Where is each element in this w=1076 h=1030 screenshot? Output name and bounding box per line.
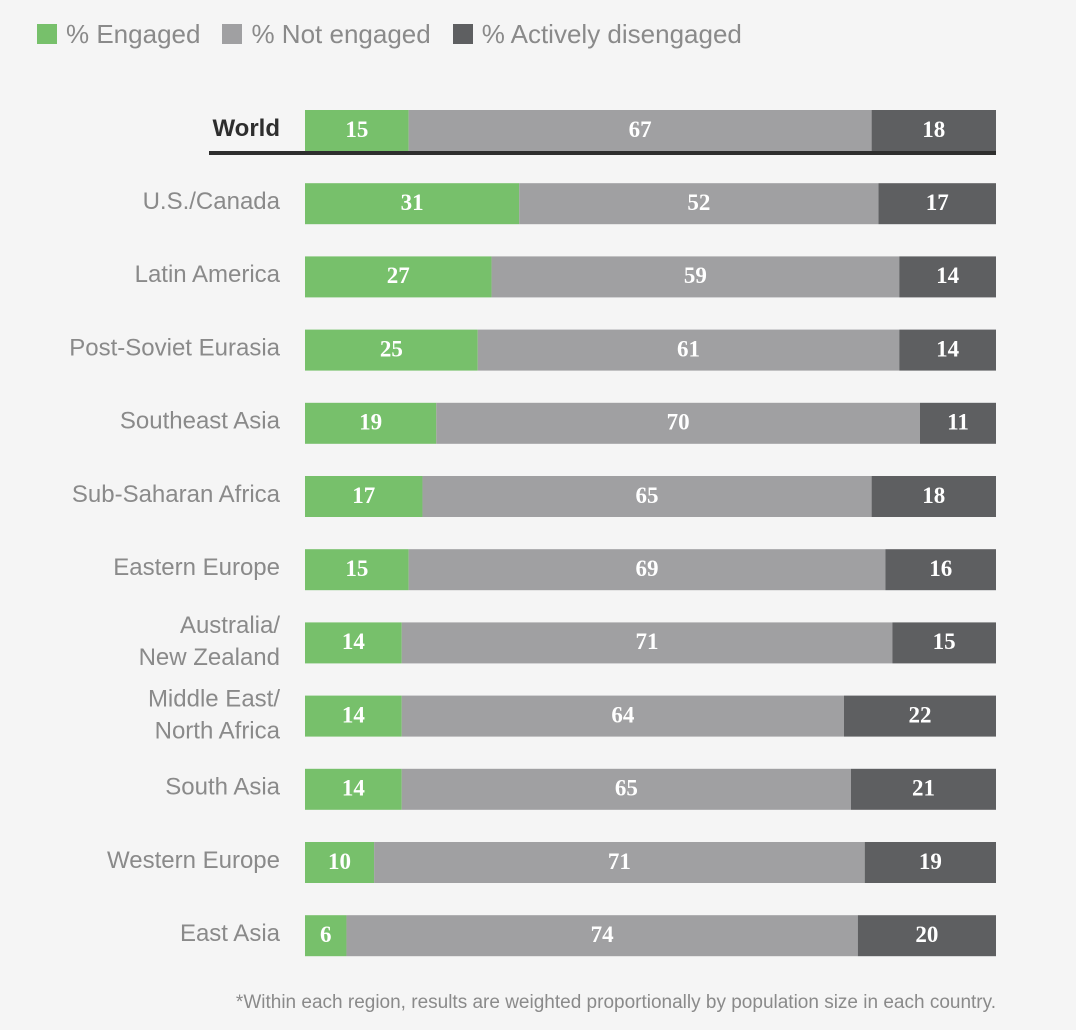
category-label-sub-saharan-africa: Sub-Saharan Africa <box>72 481 281 508</box>
bar-australia-new-zealand-engaged <box>305 622 402 664</box>
value-label-eastern-europe-engaged: 15 <box>345 556 368 581</box>
bar-eastern-europe-engaged <box>305 549 409 591</box>
value-label-post-soviet-eurasia-engaged: 25 <box>380 336 403 361</box>
value-label-u-s-canada-actively-disengaged: 17 <box>926 190 949 215</box>
value-label-middle-east-north-africa-engaged: 14 <box>342 702 366 727</box>
value-label-western-europe-actively-disengaged: 19 <box>919 849 942 874</box>
bar-u-s-canada-not-engaged <box>519 183 879 225</box>
bar-middle-east-north-africa-actively-disengaged <box>843 695 996 737</box>
bar-western-europe-engaged <box>305 842 375 883</box>
value-label-east-asia-engaged: 6 <box>320 922 332 947</box>
bar-east-asia-engaged <box>305 915 347 957</box>
value-label-southeast-asia-not-engaged: 70 <box>667 410 690 435</box>
bar-western-europe-not-engaged <box>374 842 865 883</box>
value-label-western-europe-engaged: 10 <box>328 849 351 874</box>
value-label-western-europe-not-engaged: 71 <box>608 849 631 874</box>
value-label-middle-east-north-africa-actively-disengaged: 22 <box>908 702 931 727</box>
bar-middle-east-north-africa-not-engaged <box>401 695 844 737</box>
bar-australia-new-zealand-not-engaged <box>401 622 893 664</box>
value-label-latin-america-not-engaged: 59 <box>684 263 707 288</box>
world-underline <box>209 151 996 155</box>
bar-east-asia-actively-disengaged <box>857 915 996 957</box>
legend-label-not-engaged: % Not engaged <box>251 18 431 49</box>
value-label-world-actively-disengaged: 18 <box>922 117 945 142</box>
category-label-u-s-canada: U.S./Canada <box>143 188 281 215</box>
chart-legend: % Engaged % Not engaged % Actively disen… <box>37 18 742 50</box>
bar-south-asia-not-engaged <box>401 768 851 810</box>
category-label-southeast-asia: Southeast Asia <box>120 408 281 435</box>
bar-u-s-canada-actively-disengaged <box>878 183 996 225</box>
value-label-sub-saharan-africa-not-engaged: 65 <box>636 483 659 508</box>
footnote: *Within each region, results are weighte… <box>235 992 996 1013</box>
bar-southeast-asia-engaged <box>305 402 437 444</box>
category-label-middle-east-north-africa: Middle East/North Africa <box>148 685 281 744</box>
value-label-middle-east-north-africa-not-engaged: 64 <box>611 702 635 727</box>
bar-western-europe-actively-disengaged <box>864 842 996 883</box>
bar-eastern-europe-not-engaged <box>408 549 886 591</box>
value-label-east-asia-not-engaged: 74 <box>591 922 615 947</box>
bar-east-asia-not-engaged <box>346 915 858 957</box>
value-label-south-asia-actively-disengaged: 21 <box>912 776 935 801</box>
category-label-world: World <box>212 115 280 142</box>
legend-swatch-actively-disengaged <box>452 24 473 44</box>
bar-sub-saharan-africa-actively-disengaged <box>871 476 996 517</box>
bar-sub-saharan-africa-engaged <box>305 476 423 517</box>
value-label-east-asia-actively-disengaged: 20 <box>915 922 938 947</box>
category-label-latin-america: Latin America <box>135 261 281 288</box>
category-label-post-soviet-eurasia: Post-Soviet Eurasia <box>69 334 280 361</box>
bar-latin-america-not-engaged <box>491 256 900 298</box>
bar-australia-new-zealand-actively-disengaged <box>892 622 996 664</box>
value-label-south-asia-not-engaged: 65 <box>615 776 638 801</box>
value-label-u-s-canada-engaged: 31 <box>401 190 424 215</box>
bar-world-actively-disengaged <box>871 110 996 151</box>
bar-post-soviet-eurasia-actively-disengaged <box>899 329 996 371</box>
bar-south-asia-actively-disengaged <box>850 768 996 810</box>
bar-world-engaged <box>305 110 409 151</box>
legend-item-actively-disengaged: % Actively disengaged <box>452 18 742 50</box>
value-label-south-asia-engaged: 14 <box>342 776 366 801</box>
category-label-east-asia: East Asia <box>180 920 281 947</box>
value-label-u-s-canada-not-engaged: 52 <box>687 190 710 215</box>
bar-latin-america-actively-disengaged <box>899 256 996 298</box>
category-label-western-europe: Western Europe <box>107 847 280 874</box>
legend-swatch-not-engaged <box>222 24 243 44</box>
bar-southeast-asia-not-engaged <box>436 402 920 444</box>
value-label-eastern-europe-actively-disengaged: 16 <box>929 556 952 581</box>
bar-latin-america-engaged <box>305 256 492 298</box>
value-label-australia-new-zealand-not-engaged: 71 <box>636 629 659 654</box>
legend-item-not-engaged: % Not engaged <box>222 18 431 50</box>
legend-label-actively-disengaged: % Actively disengaged <box>481 18 742 49</box>
bar-post-soviet-eurasia-engaged <box>305 329 478 371</box>
value-label-post-soviet-eurasia-not-engaged: 61 <box>677 336 700 361</box>
value-label-post-soviet-eurasia-actively-disengaged: 14 <box>936 336 960 361</box>
category-label-australia-new-zealand: Australia/New Zealand <box>139 612 281 671</box>
bar-world-not-engaged <box>408 110 872 151</box>
category-label-south-asia: South Asia <box>165 774 280 801</box>
value-label-latin-america-engaged: 27 <box>387 263 410 288</box>
bar-sub-saharan-africa-not-engaged <box>422 476 872 517</box>
bar-south-asia-engaged <box>305 768 402 810</box>
value-label-sub-saharan-africa-engaged: 17 <box>352 483 375 508</box>
legend-swatch-engaged <box>37 24 57 44</box>
legend-item-engaged: % Engaged <box>37 19 200 50</box>
bar-middle-east-north-africa-engaged <box>305 695 402 737</box>
bar-southeast-asia-actively-disengaged <box>919 402 996 444</box>
legend-label-engaged: % Engaged <box>66 18 201 49</box>
value-label-world-not-engaged: 67 <box>629 117 652 142</box>
value-label-world-engaged: 15 <box>345 117 368 142</box>
value-label-southeast-asia-actively-disengaged: 11 <box>947 410 969 435</box>
bar-post-soviet-eurasia-not-engaged <box>477 329 900 371</box>
bar-eastern-europe-actively-disengaged <box>885 549 996 591</box>
bar-u-s-canada-engaged <box>305 183 520 225</box>
value-label-australia-new-zealand-actively-disengaged: 15 <box>933 629 956 654</box>
value-label-eastern-europe-not-engaged: 69 <box>636 556 659 581</box>
category-label-eastern-europe: Eastern Europe <box>113 554 280 581</box>
value-label-latin-america-actively-disengaged: 14 <box>936 263 960 288</box>
value-label-sub-saharan-africa-actively-disengaged: 18 <box>922 483 945 508</box>
value-label-australia-new-zealand-engaged: 14 <box>342 629 366 654</box>
value-label-southeast-asia-engaged: 19 <box>359 410 382 435</box>
